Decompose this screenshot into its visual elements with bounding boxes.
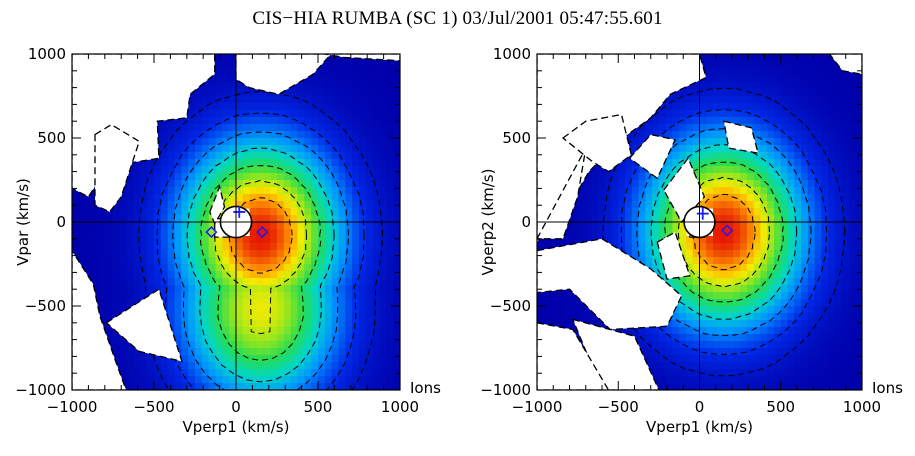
plus-marker bbox=[696, 207, 709, 220]
contour-line bbox=[156, 112, 365, 390]
gap-region bbox=[537, 147, 587, 240]
contour-line bbox=[620, 109, 828, 355]
y-tick-label: −1000 bbox=[480, 381, 531, 399]
diamond-marker bbox=[721, 224, 734, 237]
x-tick-label: 1000 bbox=[843, 398, 881, 416]
contour-line bbox=[692, 193, 756, 271]
x-tick-label: −500 bbox=[133, 398, 174, 416]
gap-region bbox=[663, 156, 706, 224]
y-tick-label: −1000 bbox=[15, 381, 66, 399]
y-tick-label: 0 bbox=[56, 213, 66, 231]
y-tick-label: 0 bbox=[521, 213, 531, 231]
gap-region bbox=[235, 54, 332, 95]
plus-marker bbox=[233, 205, 246, 218]
species-label: Ions bbox=[872, 379, 903, 397]
gap-region bbox=[537, 238, 683, 331]
contour-line bbox=[186, 147, 335, 383]
contour-line bbox=[650, 144, 798, 320]
x-tick-label: −500 bbox=[598, 398, 639, 416]
contour-line bbox=[172, 131, 349, 390]
gap-region bbox=[209, 184, 226, 226]
contour-line bbox=[663, 161, 784, 303]
y-tick-label: −500 bbox=[490, 297, 531, 315]
x-axis-label: Vperp1 (km/s) bbox=[183, 418, 290, 436]
panel-vpar-vperp1: −1000 −500 0 500 1000 1000 500 0 −500 −1000 Vperp1… bbox=[14, 45, 441, 436]
y-tick-label: 500 bbox=[37, 129, 66, 147]
diamond-marker bbox=[256, 226, 269, 239]
gap-region bbox=[561, 113, 633, 173]
x-tick-label: 0 bbox=[695, 398, 705, 416]
contour-line bbox=[677, 176, 770, 288]
axis-ticks bbox=[536, 53, 863, 391]
y-tick-label: −500 bbox=[25, 297, 66, 315]
gap-region bbox=[656, 231, 691, 280]
y-tick-label: 500 bbox=[502, 129, 531, 147]
gap-region bbox=[324, 54, 400, 62]
gap-region bbox=[72, 249, 127, 390]
x-tick-label: −1000 bbox=[47, 398, 98, 416]
x-tick-label: 0 bbox=[231, 398, 241, 416]
species-label: Ions bbox=[410, 379, 441, 397]
x-tick-label: 1000 bbox=[381, 398, 419, 416]
gap-region bbox=[628, 133, 677, 180]
chart-title: CIS−HIA RUMBA (SC 1) 03/Jul/2001 05:47:5… bbox=[252, 8, 663, 29]
gap-region bbox=[94, 123, 140, 213]
y-tick-label: 1000 bbox=[493, 45, 531, 63]
contour-line bbox=[199, 165, 322, 361]
y-axis-label: Vperp2 (km/s) bbox=[479, 169, 497, 276]
x-tick-label: −1000 bbox=[512, 398, 563, 416]
x-axis-label: Vperp1 (km/s) bbox=[646, 418, 753, 436]
axis-ticks bbox=[71, 53, 401, 391]
contour-line bbox=[228, 197, 293, 274]
gap-region bbox=[537, 322, 610, 390]
panel-vperp2-vperp1: −1000 −500 0 500 1000 1000 500 0 −500 −1000 Vperp1… bbox=[479, 45, 903, 436]
y-axis-label: Vpar (km/s) bbox=[14, 178, 32, 266]
x-tick-label: 500 bbox=[766, 398, 795, 416]
contour-lines bbox=[138, 91, 384, 390]
contour-line bbox=[636, 128, 812, 337]
gap-region bbox=[105, 288, 183, 363]
gap-region bbox=[723, 120, 759, 154]
data-gaps bbox=[537, 54, 862, 390]
x-tick-label: 500 bbox=[304, 398, 333, 416]
contour-line bbox=[214, 179, 307, 335]
gap-region bbox=[571, 318, 660, 390]
contour-line bbox=[602, 87, 846, 377]
y-tick-label: 1000 bbox=[28, 45, 66, 63]
diamond-marker bbox=[205, 226, 218, 239]
contour-lines bbox=[602, 87, 846, 377]
gap-region bbox=[828, 54, 862, 75]
